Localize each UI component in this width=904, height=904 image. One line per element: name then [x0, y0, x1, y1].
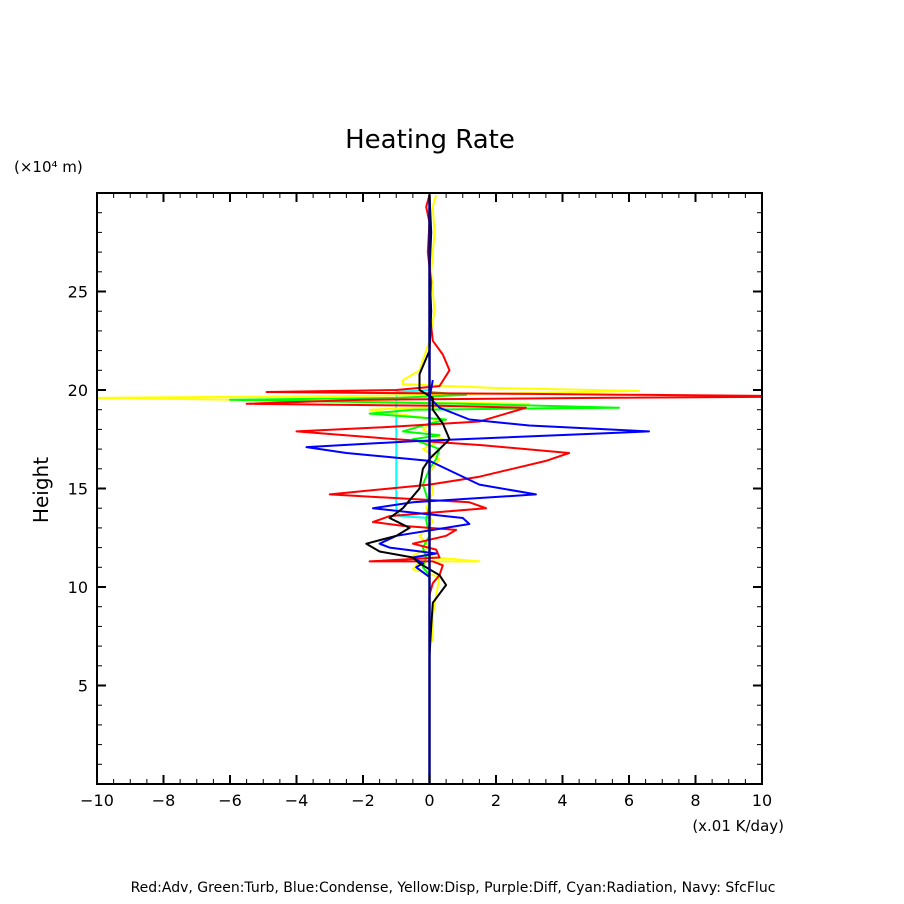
series-line-disp — [96, 194, 640, 643]
x-tick-label: 6 — [624, 791, 634, 810]
series-layer — [96, 194, 763, 784]
y-tick-label: 15 — [68, 480, 88, 499]
y-units-label: (×10⁴ m) — [14, 158, 83, 176]
x-tick-label: 2 — [491, 791, 501, 810]
series-line-total — [365, 194, 451, 657]
x-tick-label: −6 — [218, 791, 242, 810]
x-tick-label: −10 — [80, 791, 114, 810]
x-tick-label: 10 — [752, 791, 772, 810]
y-tick-label: 5 — [78, 677, 88, 696]
plot-frame — [96, 192, 763, 785]
x-tick-label: −8 — [152, 791, 176, 810]
series-line-turb — [229, 391, 620, 587]
series-line-radiation — [395, 389, 430, 519]
x-tick-label: 4 — [557, 791, 567, 810]
y-axis-title: Height — [29, 457, 53, 523]
x-tick-labels: −10 −8 −6 −4 −2 0 2 4 6 8 10 — [80, 791, 772, 810]
chart-title: Heating Rate — [345, 125, 515, 155]
series-line-condense — [305, 379, 650, 578]
series-line-adv — [245, 194, 763, 607]
x-axis-title: (x.01 K/day) — [692, 817, 784, 835]
y-tick-label: 10 — [68, 578, 88, 597]
y-tick-label: 20 — [68, 381, 88, 400]
y-tick-labels: 5 10 15 20 25 — [68, 283, 88, 696]
x-tick-label: −4 — [285, 791, 309, 810]
x-tick-label: 0 — [424, 791, 434, 810]
y-tick-label: 25 — [68, 283, 88, 302]
legend-text: Red:Adv, Green:Turb, Blue:Condense, Yell… — [131, 880, 776, 896]
x-tick-label: 8 — [690, 791, 700, 810]
x-tick-label: −2 — [351, 791, 375, 810]
